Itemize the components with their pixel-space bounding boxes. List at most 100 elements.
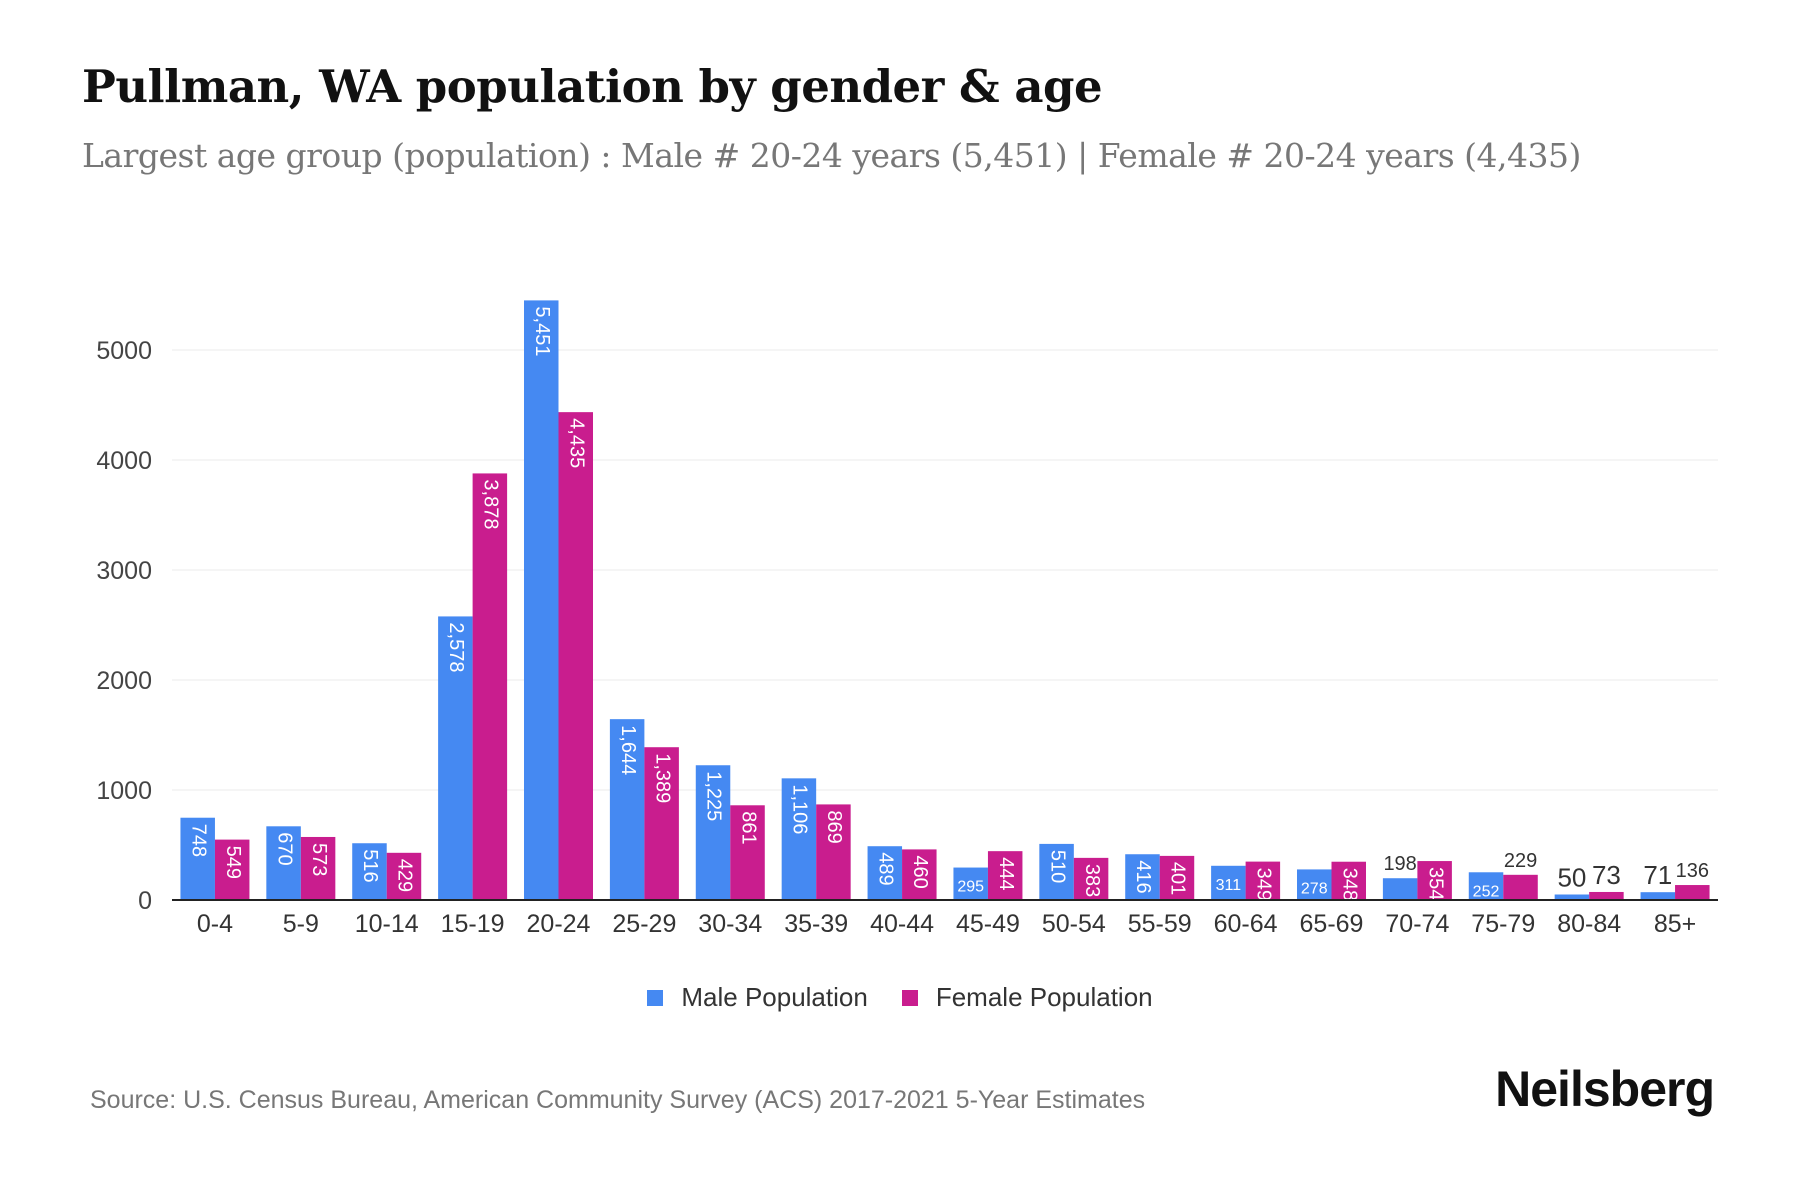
bar-female bbox=[214, 839, 250, 900]
x-tick-label: 65-69 bbox=[1300, 910, 1364, 938]
x-tick-label: 20-24 bbox=[527, 910, 591, 938]
data-label: 861 bbox=[737, 811, 759, 844]
x-tick-label: 85+ bbox=[1654, 910, 1696, 938]
legend-swatch-male bbox=[647, 989, 664, 1006]
y-tick-label: 4000 bbox=[96, 447, 152, 475]
bar-female bbox=[1503, 874, 1538, 900]
data-label: 444 bbox=[995, 857, 1017, 890]
bar-female bbox=[1589, 891, 1624, 900]
data-label: 198 bbox=[1383, 853, 1416, 875]
y-tick-label: 0 bbox=[138, 887, 152, 915]
bar-male bbox=[695, 765, 731, 900]
bar-female bbox=[644, 747, 679, 900]
data-label: 510 bbox=[1046, 850, 1068, 883]
x-tick-label: 50-54 bbox=[1042, 910, 1106, 938]
bar-male bbox=[609, 719, 645, 900]
data-label: 252 bbox=[1473, 883, 1500, 900]
data-label: 489 bbox=[875, 852, 897, 885]
bar-male bbox=[524, 300, 559, 900]
data-label: 516 bbox=[359, 849, 381, 882]
data-label: 460 bbox=[909, 855, 931, 888]
bar-male bbox=[266, 826, 301, 900]
x-tick-label: 40-44 bbox=[870, 910, 934, 938]
data-label: 136 bbox=[1676, 860, 1709, 882]
data-label: 349 bbox=[1253, 868, 1275, 901]
chart-subtitle: Largest age group (population) : Male # … bbox=[82, 136, 1581, 175]
data-label: 311 bbox=[1216, 877, 1242, 894]
data-label: 73 bbox=[1592, 860, 1621, 890]
data-label: 71 bbox=[1643, 860, 1672, 890]
data-label: 5,451 bbox=[531, 306, 553, 356]
chart-title: Pullman, WA population by gender & age bbox=[82, 60, 1103, 113]
bar-female bbox=[1417, 861, 1452, 900]
x-tick-label: 35-39 bbox=[784, 910, 848, 938]
bar-male bbox=[438, 616, 473, 900]
data-label: 748 bbox=[187, 824, 209, 857]
source-note: Source: U.S. Census Bureau, American Com… bbox=[90, 1086, 1146, 1114]
bar-female bbox=[1073, 857, 1109, 900]
y-tick-label: 1000 bbox=[96, 777, 152, 805]
bar-female bbox=[1159, 855, 1195, 900]
legend-item-male[interactable]: Male Population bbox=[647, 982, 868, 1013]
data-label: 1,106 bbox=[789, 784, 811, 834]
bar-male bbox=[352, 843, 387, 900]
bar-male bbox=[1125, 854, 1160, 900]
data-label: 670 bbox=[273, 832, 295, 865]
data-label: 869 bbox=[823, 810, 845, 843]
legend-label-female: Female Population bbox=[935, 982, 1153, 1012]
bar-female bbox=[1245, 861, 1281, 900]
x-tick-label: 10-14 bbox=[355, 910, 419, 938]
bar-female bbox=[1331, 861, 1366, 900]
data-label: 50 bbox=[1557, 863, 1586, 893]
x-tick-label: 25-29 bbox=[612, 910, 676, 938]
data-label: 278 bbox=[1301, 880, 1328, 897]
bar-female bbox=[987, 851, 1023, 900]
data-label: 1,389 bbox=[651, 753, 673, 803]
y-tick-label: 2000 bbox=[96, 667, 152, 695]
legend-label-male: Male Population bbox=[681, 982, 868, 1012]
bar-male bbox=[953, 867, 988, 900]
bar-male bbox=[1468, 872, 1504, 900]
data-label: 229 bbox=[1504, 850, 1537, 872]
data-label: 354 bbox=[1424, 867, 1446, 900]
data-label: 4,435 bbox=[565, 418, 587, 468]
legend: Male Population Female Population bbox=[0, 982, 1800, 1013]
data-label: 1,225 bbox=[703, 771, 725, 821]
data-label: 348 bbox=[1338, 868, 1360, 901]
data-label: 549 bbox=[222, 846, 244, 879]
data-label: 401 bbox=[1167, 862, 1189, 895]
x-tick-label: 5-9 bbox=[283, 910, 319, 938]
bar-female bbox=[300, 836, 336, 900]
bar-female bbox=[902, 849, 937, 900]
x-tick-label: 60-64 bbox=[1214, 910, 1278, 938]
bar-male bbox=[1640, 892, 1676, 900]
data-label: 1,644 bbox=[617, 725, 639, 775]
legend-item-female[interactable]: Female Population bbox=[901, 982, 1153, 1013]
data-label: 3,878 bbox=[480, 479, 502, 529]
bar-male bbox=[180, 817, 215, 900]
y-tick-label: 3000 bbox=[96, 557, 152, 585]
data-label: 416 bbox=[1132, 860, 1154, 893]
bar-female bbox=[1675, 885, 1710, 900]
bar-female bbox=[558, 412, 593, 900]
bar-female bbox=[472, 473, 508, 900]
y-tick-label: 5000 bbox=[96, 337, 152, 365]
data-label: 429 bbox=[394, 859, 416, 892]
data-label: 383 bbox=[1081, 864, 1103, 897]
neilsberg-logo: Neilsberg bbox=[1495, 1061, 1715, 1117]
x-tick-label: 15-19 bbox=[441, 910, 505, 938]
x-tick-label: 55-59 bbox=[1128, 910, 1192, 938]
data-label: 295 bbox=[957, 879, 984, 896]
bar-male bbox=[1297, 869, 1332, 900]
x-tick-label: 30-34 bbox=[698, 910, 762, 938]
data-label: 573 bbox=[308, 843, 330, 876]
legend-swatch-female bbox=[901, 989, 918, 1006]
bar-female bbox=[730, 805, 765, 900]
bar-male bbox=[867, 846, 903, 900]
bar-male bbox=[1211, 865, 1246, 900]
x-tick-label: 70-74 bbox=[1385, 910, 1449, 938]
x-tick-label: 45-49 bbox=[956, 910, 1020, 938]
bar-male bbox=[1554, 894, 1590, 900]
bar-female bbox=[816, 804, 851, 900]
